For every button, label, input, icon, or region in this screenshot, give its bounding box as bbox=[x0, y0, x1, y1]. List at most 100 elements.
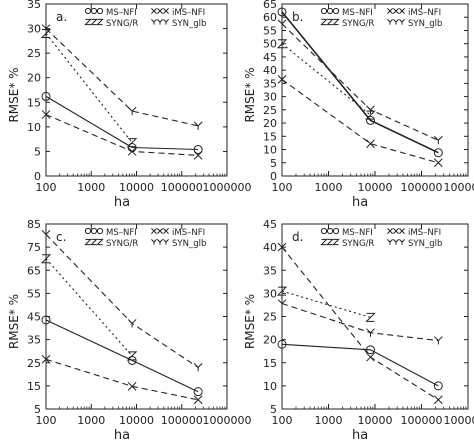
data-point-Z bbox=[365, 312, 376, 322]
legend-marker bbox=[399, 239, 405, 245]
legend-label: SYN_glb bbox=[408, 239, 442, 249]
legend-marker bbox=[393, 19, 399, 25]
x-tick-label: 1000 bbox=[315, 181, 343, 194]
y-tick-label: 15 bbox=[263, 357, 277, 370]
data-point-X bbox=[433, 395, 443, 405]
y-tick-label: 10 bbox=[263, 144, 277, 157]
legend-marker bbox=[332, 7, 340, 15]
y-tick-label: 0 bbox=[34, 170, 41, 183]
y-tick-label: 65 bbox=[263, 0, 277, 11]
legend-label: iMS–NFI bbox=[172, 228, 205, 238]
legend-label: SYNG/R bbox=[106, 19, 138, 29]
legend-marker bbox=[320, 7, 328, 15]
data-point-O bbox=[433, 148, 443, 158]
data-point-O bbox=[193, 387, 203, 397]
x-tick-label: 100 bbox=[272, 414, 293, 427]
data-point-Y bbox=[193, 121, 203, 130]
data-point-X bbox=[366, 352, 375, 362]
y-axis-label: RMSE* % bbox=[7, 294, 21, 349]
x-tick-label: 100000 bbox=[401, 181, 443, 194]
data-point-O bbox=[41, 315, 51, 325]
legend-marker bbox=[163, 8, 169, 14]
y-tick-label: 20 bbox=[27, 72, 41, 85]
plot-frame bbox=[281, 3, 469, 177]
x-tick-label: 1000 bbox=[77, 181, 105, 194]
legend-marker bbox=[157, 8, 163, 14]
plot-frame bbox=[45, 3, 228, 177]
y-tick-label: 85 bbox=[27, 218, 41, 231]
data-point-Y bbox=[433, 135, 443, 145]
x-axis-label: ha bbox=[114, 428, 130, 440]
y-tick-label: 15 bbox=[263, 130, 277, 143]
y-tick-label: 35 bbox=[27, 334, 41, 347]
y-tick-label: 55 bbox=[263, 24, 277, 37]
data-point-O bbox=[433, 381, 443, 391]
plot-frame bbox=[45, 223, 228, 410]
legend-marker bbox=[332, 227, 340, 235]
legend-marker bbox=[90, 238, 98, 246]
data-point-Z bbox=[276, 39, 288, 49]
panel-label: c. bbox=[56, 230, 66, 244]
legend-marker bbox=[326, 238, 334, 246]
legend-label: iMS–NFI bbox=[408, 8, 441, 18]
y-tick-label: 35 bbox=[263, 77, 277, 90]
legend-label: SYN_glb bbox=[172, 19, 206, 29]
legend-marker bbox=[387, 8, 393, 14]
y-tick-label: 45 bbox=[27, 311, 41, 324]
legend-marker bbox=[387, 19, 393, 25]
series-line-O bbox=[281, 343, 439, 387]
series-line-Y bbox=[45, 28, 199, 127]
legend-label: iMS–NFI bbox=[172, 8, 205, 18]
data-point-Y bbox=[41, 230, 51, 239]
y-tick-label: 30 bbox=[263, 91, 277, 104]
panel-label: b. bbox=[292, 10, 303, 24]
legend-label: SYNG/R bbox=[342, 239, 374, 249]
data-point-O bbox=[41, 91, 51, 101]
y-tick-label: 10 bbox=[263, 380, 277, 393]
x-tick-label: 10000 bbox=[119, 414, 154, 427]
legend-marker bbox=[163, 19, 169, 25]
y-tick-label: 5 bbox=[34, 145, 41, 158]
x-tick-label: 100 bbox=[36, 181, 57, 194]
legend-marker bbox=[151, 239, 157, 245]
data-point-X bbox=[277, 75, 287, 84]
data-point-Y bbox=[433, 336, 443, 345]
legend-marker bbox=[393, 239, 399, 245]
legend-marker bbox=[399, 8, 405, 14]
y-tick-label: 60 bbox=[263, 11, 277, 24]
series-line-X bbox=[281, 78, 439, 164]
y-tick-label: 15 bbox=[27, 380, 41, 393]
x-tick-label: 1000 bbox=[77, 414, 105, 427]
legend-marker bbox=[151, 19, 157, 25]
y-axis-label: RMSE* % bbox=[243, 294, 257, 349]
y-tick-label: 25 bbox=[263, 311, 277, 324]
legend-marker bbox=[151, 228, 157, 234]
series-line-Y bbox=[45, 234, 199, 368]
x-tick-label: 10000 bbox=[358, 414, 393, 427]
legend-marker bbox=[332, 238, 340, 246]
legend-marker bbox=[157, 19, 163, 25]
data-point-Y bbox=[127, 106, 137, 116]
y-tick-label: 35 bbox=[27, 0, 41, 11]
panel-label: a. bbox=[56, 10, 67, 24]
legend-marker bbox=[387, 228, 393, 234]
legend-marker bbox=[320, 18, 328, 26]
y-tick-label: 5 bbox=[34, 403, 41, 416]
legend-marker bbox=[163, 228, 169, 234]
y-axis-label: RMSE* % bbox=[243, 67, 257, 122]
legend-marker bbox=[157, 239, 163, 245]
legend-label: MS–NFI bbox=[342, 228, 373, 238]
y-tick-label: 40 bbox=[263, 64, 277, 77]
x-tick-label: 100 bbox=[36, 414, 57, 427]
y-tick-label: 55 bbox=[27, 287, 41, 300]
y-tick-label: 10 bbox=[27, 121, 41, 134]
data-point-X bbox=[366, 139, 375, 149]
y-tick-label: 65 bbox=[27, 264, 41, 277]
y-tick-label: 35 bbox=[263, 264, 277, 277]
data-point-Y bbox=[277, 19, 287, 28]
data-point-O bbox=[277, 7, 287, 17]
series-line-Y bbox=[281, 302, 439, 342]
x-tick-label: 1000000 bbox=[203, 181, 252, 194]
legend-marker bbox=[387, 239, 393, 245]
